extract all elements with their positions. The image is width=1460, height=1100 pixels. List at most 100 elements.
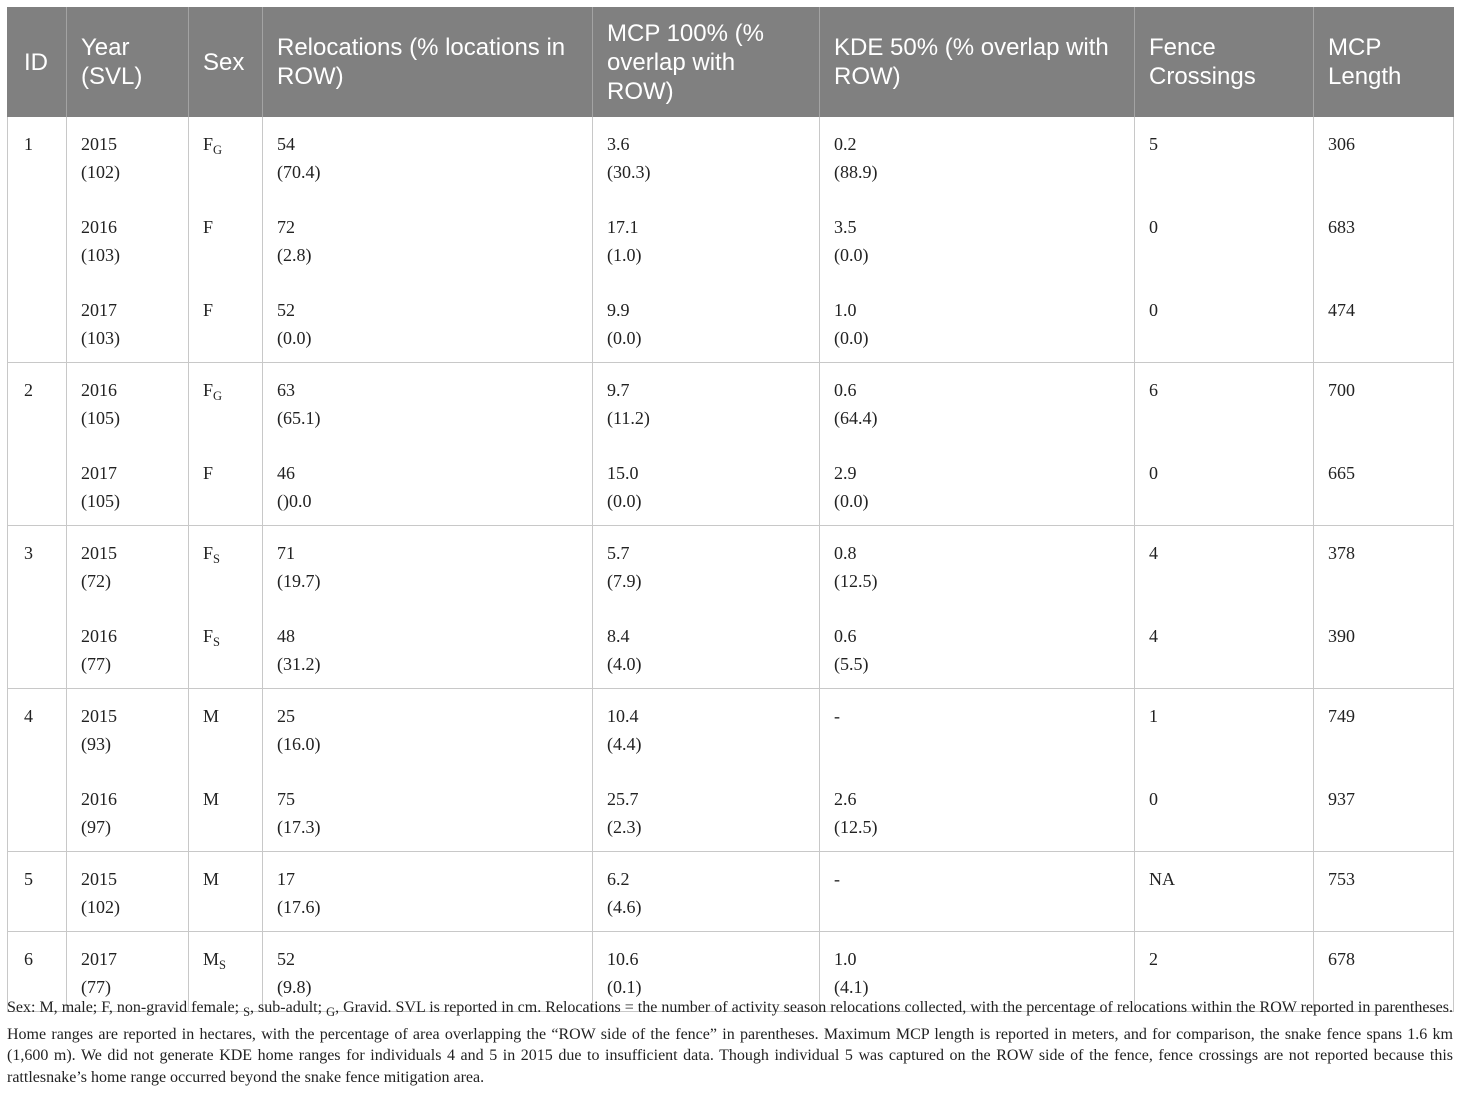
relocations-percent: (17.3) [277,816,321,837]
relocations-value: 46 [277,463,295,483]
footnote-subscript: S [243,1005,251,1019]
relocations-value: 63 [277,380,295,400]
sex-cell: FG [188,362,263,460]
kde-cell: - [819,688,1135,786]
kde-percent: (0.0) [834,490,869,511]
id-cell: 4 [7,688,67,786]
mcp-value: 8.4 [607,626,630,646]
relocations-cell: 52 (9.8) [262,931,593,1012]
relocations-percent: (2.8) [277,244,312,265]
svl-value: (103) [81,244,120,265]
svl-value: (97) [81,816,111,837]
kde-value: 2.6 [834,789,857,809]
relocations-cell: 75 (17.3) [262,786,593,852]
kde-cell: 3.5 (0.0) [819,214,1135,297]
svl-value: (77) [81,653,111,674]
header-cell: MCP 100% (% overlap with ROW) [592,7,820,117]
id-value: 3 [24,543,33,563]
sex-value: M [203,789,220,809]
relocations-value: 25 [277,706,295,726]
relocations-cell: 54 (70.4) [262,117,593,214]
id-value: 5 [24,869,33,889]
mcp-value: 6.2 [607,869,630,889]
relocations-value: 54 [277,134,295,154]
header-cell: ID [7,7,67,117]
mcp-cell: 8.4 (4.0) [592,623,820,689]
year-cell: 2016 (97) [66,786,189,852]
table-row: 3 2015 (72) FS 71 (19.7) 5.7 (7.9) 0.8 (12.5) 4 378 [7,525,1454,623]
fence-crossings-value: 4 [1149,626,1158,646]
table-row: 4 2015 (93) M 25 (16.0) 10.4 (4.4) - 1 749 [7,688,1454,786]
mcp-length-value: 390 [1328,626,1355,646]
id-value: 2 [24,380,33,400]
sex-cell: F [188,460,263,526]
fence-crossings-cell: 0 [1134,786,1314,852]
mcp-length-value: 937 [1328,789,1355,809]
relocations-cell: 72 (2.8) [262,214,593,297]
relocations-value: 52 [277,949,295,969]
id-cell [7,460,67,526]
relocations-cell: 48 (31.2) [262,623,593,689]
sex-subscript: G [213,389,223,403]
sex-cell: F [188,214,263,297]
sex-value: F [203,134,214,154]
kde-value: 1.0 [834,300,857,320]
mcp-length-cell: 749 [1313,688,1454,786]
relocations-value: 52 [277,300,295,320]
sex-subscript: S [219,958,226,972]
mcp-length-value: 665 [1328,463,1355,483]
table-row: 2017 (105) F 46 ()0.0 15.0 (0.0) 2.9 (0.0) 0 665 [7,460,1454,526]
sex-value: F [203,300,214,320]
mcp-cell: 3.6 (30.3) [592,117,820,214]
id-cell: 1 [7,117,67,214]
sex-cell: M [188,688,263,786]
mcp-length-value: 678 [1328,949,1355,969]
mcp-value: 9.7 [607,380,630,400]
mcp-value: 10.4 [607,706,639,726]
id-cell [7,623,67,689]
year-value: 2015 [81,869,117,889]
kde-percent: (5.5) [834,653,869,674]
year-value: 2015 [81,706,117,726]
mcp-length-value: 683 [1328,217,1355,237]
relocations-percent: (31.2) [277,653,321,674]
kde-cell: 0.8 (12.5) [819,525,1135,623]
sex-value: F [203,380,214,400]
fence-crossings-value: 0 [1149,217,1158,237]
mcp-percent: (2.3) [607,816,642,837]
year-cell: 2017 (105) [66,460,189,526]
footnote-text: , Gravid. SVL is reported in cm. Relocat… [7,999,1454,1086]
id-cell [7,786,67,852]
sex-cell: FS [188,525,263,623]
mcp-length-cell: 683 [1313,214,1454,297]
id-cell: 3 [7,525,67,623]
year-cell: 2016 (103) [66,214,189,297]
header-cell: Relocations (% locations in ROW) [262,7,593,117]
table-container: ID Year (SVL) Sex Relocations (% locatio… [7,7,1454,1012]
relocations-value: 17 [277,869,295,889]
kde-cell: 1.0 (4.1) [819,931,1135,1012]
mcp-length-cell: 753 [1313,851,1454,932]
fence-crossings-value: 4 [1149,543,1158,563]
relocations-cell: 25 (16.0) [262,688,593,786]
footnote-text: Sex: M, male; F, non-gravid female; [7,999,244,1016]
svl-value: (103) [81,327,120,348]
sex-cell: FG [188,117,263,214]
svl-value: (102) [81,896,120,917]
sex-subscript: S [213,552,220,566]
fence-crossings-cell: 4 [1134,525,1314,623]
table-row: 2017 (103) F 52 (0.0) 9.9 (0.0) 1.0 (0.0) 0 474 [7,297,1454,363]
sex-subscript: S [213,635,220,649]
relocations-value: 75 [277,789,295,809]
fence-crossings-cell: 6 [1134,362,1314,460]
mcp-value: 10.6 [607,949,639,969]
kde-percent: (64.4) [834,407,878,428]
mcp-percent: (4.0) [607,653,642,674]
sex-cell: M [188,851,263,932]
relocations-cell: 52 (0.0) [262,297,593,363]
id-cell: 5 [7,851,67,932]
sex-value: M [203,869,220,889]
mcp-percent: (0.1) [607,976,642,997]
kde-value: 2.9 [834,463,857,483]
year-cell: 2015 (102) [66,117,189,214]
